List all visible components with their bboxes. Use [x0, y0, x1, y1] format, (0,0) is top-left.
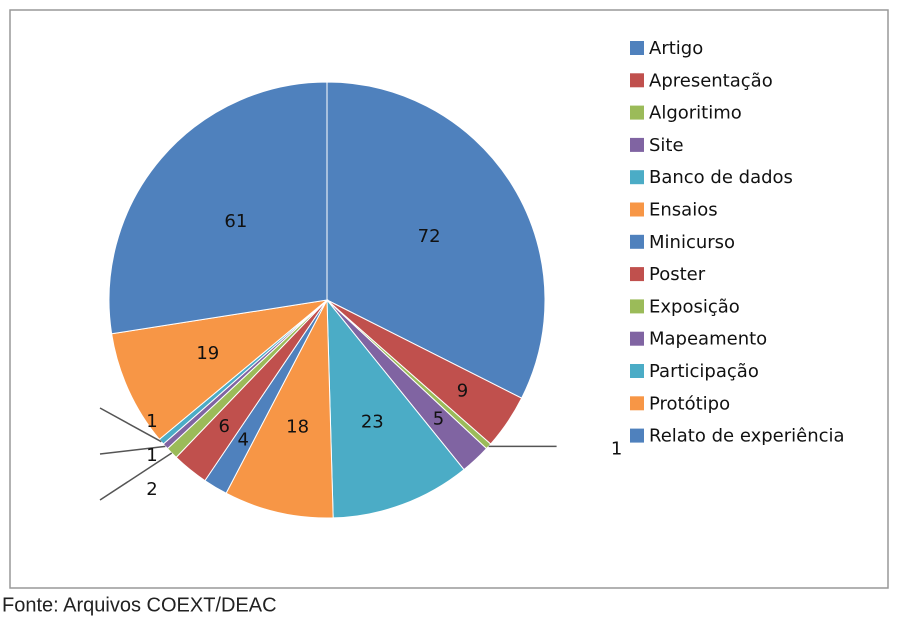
pie-slice [111, 299, 329, 441]
data-label: 4 [238, 429, 249, 450]
legend-swatch [630, 331, 644, 346]
legend-swatch [630, 137, 644, 152]
legend-swatch [630, 202, 644, 217]
data-label: 61 [224, 211, 247, 232]
data-label: 72 [418, 226, 441, 247]
legend-label: Artigo [649, 38, 703, 59]
data-label: 2 [146, 479, 157, 500]
data-label: 19 [196, 343, 219, 364]
data-label: 1 [146, 445, 157, 466]
data-label: 23 [361, 412, 384, 433]
pie-slice [326, 81, 546, 399]
leader-line [99, 452, 173, 501]
legend-label: Minicurso [649, 232, 735, 253]
legend-label: Banco de dados [649, 167, 793, 188]
legend-swatch [630, 396, 644, 411]
legend-label: Apresentação [649, 70, 773, 91]
legend-swatch [630, 267, 644, 282]
legend-swatch [630, 41, 644, 55]
pie-slice [225, 298, 334, 519]
data-label: 9 [457, 381, 468, 402]
pie-slice [108, 81, 328, 335]
legend-label: Relato de experiência [649, 426, 845, 447]
data-label: 1 [146, 411, 157, 432]
legend-swatch [630, 364, 644, 378]
legend-swatch [630, 170, 644, 185]
data-label: 18 [286, 416, 309, 437]
leader-line [99, 407, 162, 443]
legend-label: Protótipo [649, 393, 730, 414]
legend-swatch [630, 105, 644, 120]
legend-swatch [630, 234, 644, 249]
legend-swatch [630, 73, 644, 88]
legend-swatch [630, 428, 644, 443]
legend-label: Ensaios [649, 200, 718, 221]
legend-label: Algoritimo [649, 103, 742, 124]
data-label: 5 [433, 409, 444, 430]
data-label: 6 [219, 416, 230, 437]
legend-label: Site [649, 135, 684, 156]
legend-label: Mapeamento [649, 329, 767, 350]
pie-slice [326, 298, 465, 519]
legend-label: Poster [649, 264, 706, 285]
data-label: 1 [611, 438, 622, 459]
legend-label: Participação [649, 361, 759, 382]
legend-swatch [630, 299, 644, 314]
legend-label: Exposição [649, 296, 740, 317]
source-note: Fonte: Arquivos COEXT/DEAC [2, 594, 277, 616]
leader-line [99, 445, 166, 455]
